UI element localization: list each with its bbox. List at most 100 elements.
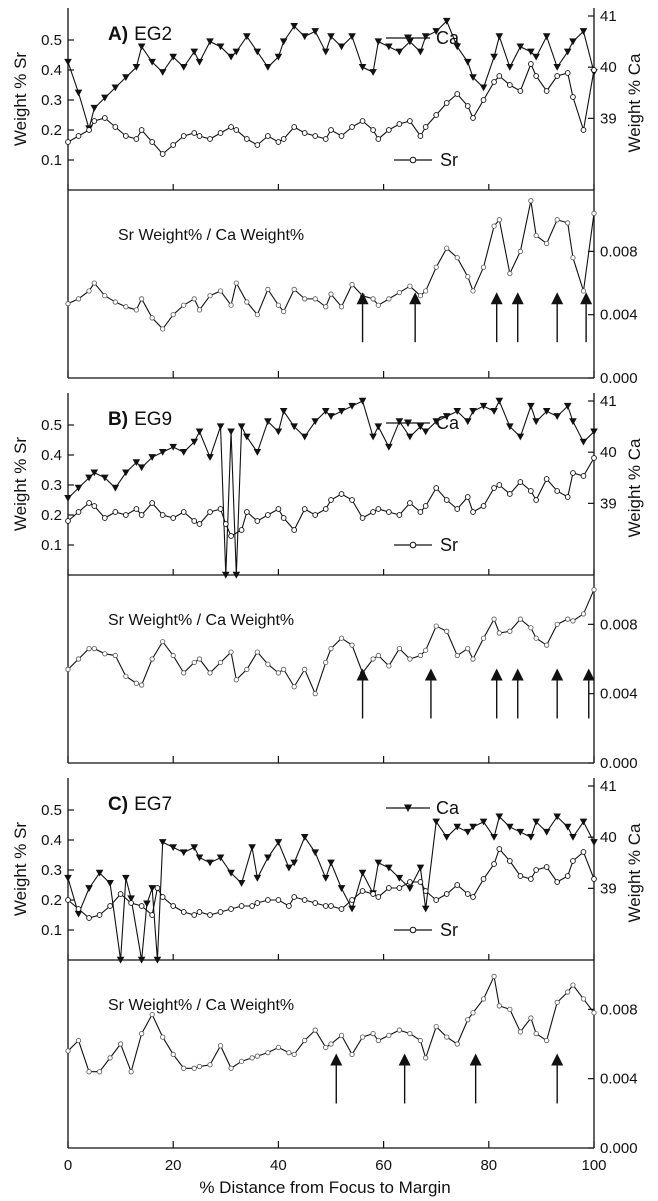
legend-ca-label: Ca [436,413,460,433]
ratio-point [396,1027,402,1033]
ratio-point [580,611,587,617]
sr-point [359,515,366,521]
sr-point [328,497,334,503]
ca-point [311,28,320,35]
sr-point [496,846,503,852]
sr-point [101,115,108,121]
sr-point [322,136,329,142]
ratio-point [544,642,550,648]
ca-point [553,413,561,420]
ca-point [569,418,577,426]
sr-point [312,512,319,518]
ratio-point [312,296,318,302]
ca-point [327,413,335,420]
right-tick-label: 40 [600,444,617,461]
ratio-point [75,656,82,662]
sr-point [301,897,308,903]
ca-point [463,418,472,426]
legend-sr-label: Sr [440,150,458,170]
sr-point [454,91,461,97]
ratio-point [323,1044,329,1051]
ratio-line [67,974,595,1074]
ratio-point [375,652,381,659]
ca-point [421,33,430,41]
sr-point [75,133,82,139]
ca-point [337,43,346,51]
legend-ca-label: Ca [436,798,460,818]
sr-point [286,903,292,909]
ratio-point [396,289,402,296]
ca-point [216,43,225,51]
ratio-point [433,623,439,629]
left-tick-label: 0.3 [41,477,62,494]
ca-point [516,433,525,441]
ca-point [416,423,425,431]
ratio-point [328,645,334,652]
ratio-point [454,255,460,261]
ratio-point [491,973,497,980]
ratio-point [323,304,329,310]
ca-point [132,63,141,71]
sr-point [228,124,234,130]
ca-point [506,63,514,71]
sr-point [254,900,261,906]
sr-point [491,485,497,491]
peak-arrow-head [490,668,503,681]
ca-point [369,69,377,76]
ratio-point [349,642,355,648]
sr-point [370,127,376,133]
sr-point [86,500,92,506]
sr-point [123,133,129,139]
ratio-point [470,1010,476,1016]
ratio-point [507,1006,513,1012]
sr-point [217,506,224,512]
ca-point [395,874,404,882]
left-tick-label: 0.4 [41,447,62,464]
ratio-point [580,996,587,1002]
sr-point [91,118,98,124]
sr-point [543,864,550,870]
sr-point [470,509,476,515]
ratio-point [496,217,502,223]
ratio-point [65,666,71,673]
ca-point [122,74,130,82]
ca-point [579,438,588,446]
ca-point [553,63,561,71]
ca-point [532,418,540,426]
ratio-point [233,677,239,683]
left-tick-label: 0.3 [41,862,62,879]
sr-point [133,136,140,142]
sr-point [191,912,198,918]
sr-point [528,488,534,494]
ca-point [463,828,472,836]
ratio-point [170,312,176,318]
sr-point [86,915,92,921]
ca-point [553,813,561,821]
sr-point [138,903,145,909]
ca-point [290,23,298,30]
ratio-point [417,652,424,659]
x-axis-title: % Distance from Focus to Margin [199,1178,450,1197]
ratio-point [312,1027,318,1033]
ratio-point [433,264,439,270]
ca-point [374,423,383,431]
ca-point [153,956,162,964]
ratio-point [133,307,139,313]
ratio-point [123,673,129,679]
ratio-point [139,296,145,302]
ca-point [274,839,283,846]
ca-point [85,474,93,482]
ratio-point [386,663,392,669]
sr-point [433,897,440,903]
ca-point [348,33,356,41]
ratio-point [291,1051,297,1058]
ratio-tick-label: 0.004 [600,686,638,703]
sr-point [480,503,487,509]
ca-point [206,859,214,867]
ratio-point [291,286,297,292]
sr-point [417,133,424,139]
ratio-point [254,649,260,655]
sr-point [396,885,403,891]
ca-point [101,94,109,102]
peak-arrow-head [398,1053,411,1066]
